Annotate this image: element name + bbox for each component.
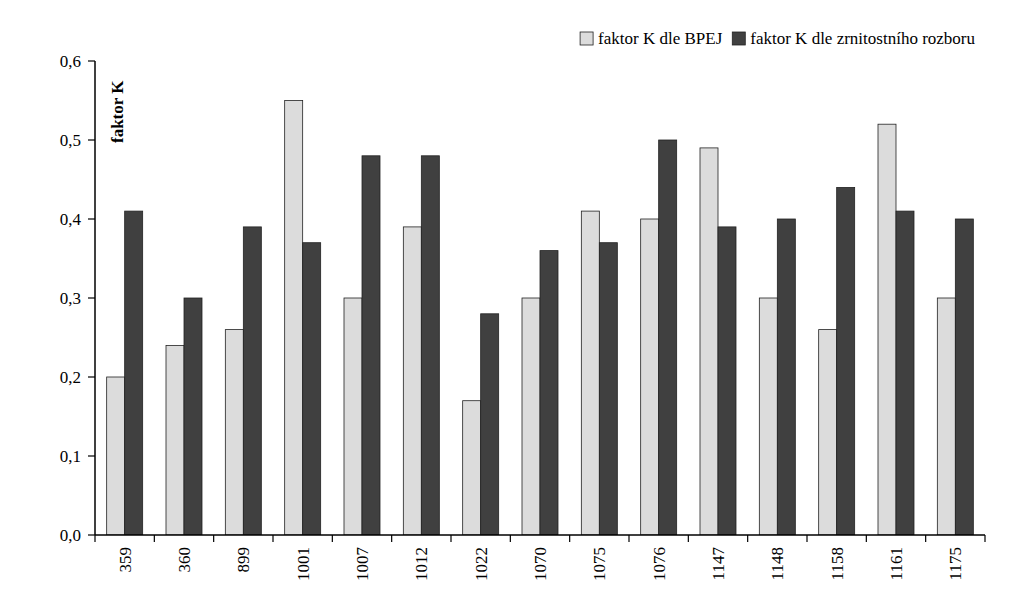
- bar: [659, 140, 677, 535]
- bar: [481, 314, 499, 535]
- legend-swatch: [732, 32, 745, 45]
- x-tick: [688, 535, 689, 542]
- x-tick-label: 360: [175, 547, 194, 573]
- x-tick-label: 1076: [650, 547, 669, 581]
- x-tick-label: 1001: [294, 547, 313, 581]
- x-tick: [213, 535, 214, 542]
- x-tick: [154, 535, 155, 542]
- bar: [599, 243, 617, 535]
- x-tick: [628, 535, 629, 542]
- y-tick: [88, 60, 95, 61]
- bar: [403, 227, 421, 535]
- y-tick-label: 0,3: [60, 289, 81, 308]
- bar: [700, 148, 718, 535]
- x-tick: [272, 535, 273, 542]
- y-tick: [88, 534, 95, 535]
- x-tick-label: 1147: [709, 547, 728, 581]
- y-tick: [88, 376, 95, 377]
- y-tick-label: 0,5: [60, 131, 81, 150]
- x-tick: [332, 535, 333, 542]
- bar: [285, 101, 303, 536]
- x-tick: [747, 535, 748, 542]
- bar: [837, 187, 855, 535]
- y-tick: [88, 139, 95, 140]
- x-tick-label: 1075: [590, 547, 609, 581]
- y-tick: [88, 455, 95, 456]
- y-tick-label: 0,2: [60, 368, 81, 387]
- bar: [718, 227, 736, 535]
- bar: [166, 345, 184, 535]
- x-tick-label: 1070: [531, 547, 550, 581]
- legend-label: faktor K dle zrnitostního rozboru: [750, 29, 975, 48]
- x-tick-label: 899: [234, 547, 253, 573]
- legend-item: faktor K dle zrnitostního rozboru: [732, 29, 975, 48]
- bar: [896, 211, 914, 535]
- bar: [303, 243, 321, 535]
- bar: [184, 298, 202, 535]
- bar: [225, 330, 243, 535]
- x-tick: [94, 535, 95, 542]
- x-tick-label: 1161: [887, 547, 906, 580]
- y-tick-label: 0,1: [60, 447, 81, 466]
- bar: [243, 227, 261, 535]
- bar: [522, 298, 540, 535]
- bar: [581, 211, 599, 535]
- x-tick: [925, 535, 926, 542]
- bar: [421, 156, 439, 535]
- x-tick-label: 1148: [768, 547, 787, 580]
- bar: [819, 330, 837, 535]
- x-axis: [95, 534, 985, 536]
- x-tick: [569, 535, 570, 542]
- x-tick-label: 359: [116, 547, 135, 573]
- bar: [125, 211, 143, 535]
- legend-swatch: [580, 32, 593, 45]
- y-axis-label: faktor K: [108, 80, 127, 143]
- legend-label: faktor K dle BPEJ: [598, 29, 723, 48]
- x-tick: [806, 535, 807, 542]
- bar: [955, 219, 973, 535]
- bar: [937, 298, 955, 535]
- bar: [777, 219, 795, 535]
- x-tick: [984, 535, 985, 542]
- x-tick: [450, 535, 451, 542]
- y-tick-label: 0,0: [60, 526, 81, 545]
- legend-item: faktor K dle BPEJ: [580, 29, 723, 48]
- bar: [362, 156, 380, 535]
- y-tick-label: 0,6: [60, 52, 81, 71]
- x-tick: [510, 535, 511, 542]
- chart: 0,0 0,1 0,2 0,3 0,4 0,5 0,6 359 360 899 1001 1007 10…: [0, 0, 1024, 615]
- y-tick-label: 0,4: [60, 210, 82, 229]
- x-tick-label: 1158: [828, 547, 847, 580]
- x-tick-label: 1007: [353, 547, 372, 582]
- bar: [540, 251, 558, 535]
- x-tick-label: 1012: [412, 547, 431, 581]
- bar: [878, 124, 896, 535]
- bar: [463, 401, 481, 535]
- x-tick: [866, 535, 867, 542]
- x-tick: [391, 535, 392, 542]
- bars: [107, 101, 974, 536]
- bar: [641, 219, 659, 535]
- legend: faktor K dle BPEJ faktor K dle zrnitostní…: [580, 29, 975, 48]
- bar: [107, 377, 125, 535]
- x-tick-label: 1175: [946, 547, 965, 580]
- x-tick-label: 1022: [472, 547, 491, 581]
- bar: [759, 298, 777, 535]
- y-tick: [88, 297, 95, 298]
- y-tick: [88, 218, 95, 219]
- bar: [344, 298, 362, 535]
